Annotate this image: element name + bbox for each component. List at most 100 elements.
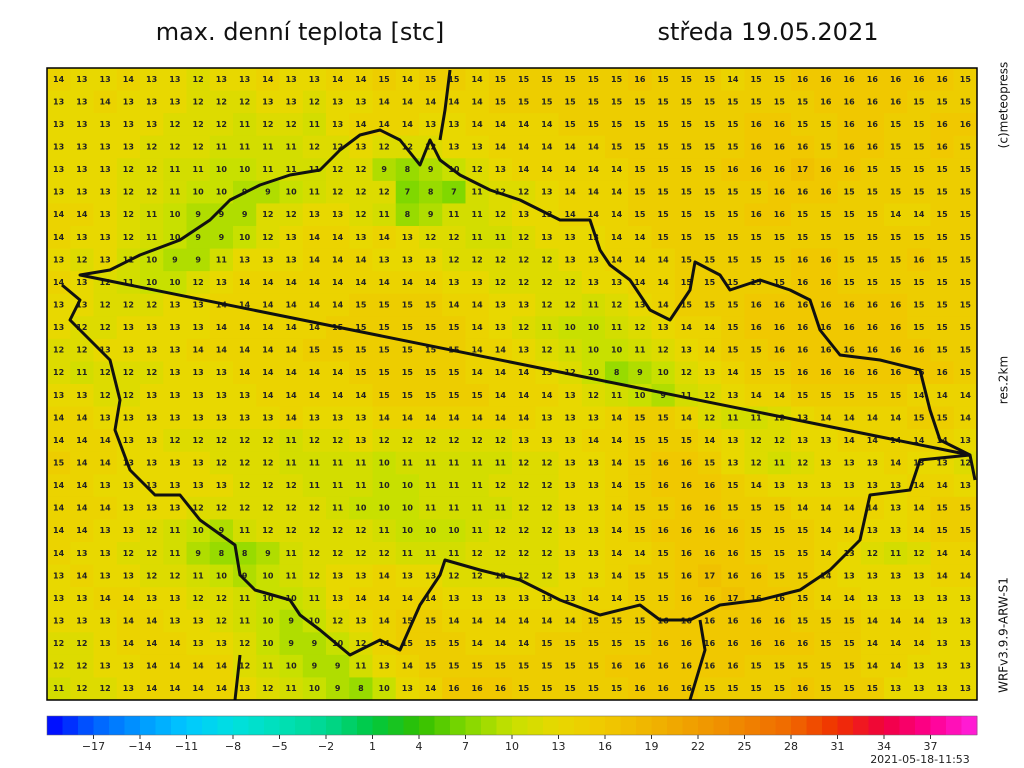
temperature-cell bbox=[419, 271, 443, 295]
temperature-value: 9 bbox=[335, 684, 341, 693]
temperature-value: 15 bbox=[867, 210, 879, 219]
temperature-cell bbox=[47, 384, 71, 408]
temperature-value: 13 bbox=[704, 368, 715, 377]
temperature-cell bbox=[349, 654, 373, 678]
temperature-value: 14 bbox=[844, 526, 856, 535]
temperature-value: 15 bbox=[727, 233, 739, 242]
temperature-value: 14 bbox=[913, 436, 925, 445]
temperature-value: 16 bbox=[774, 594, 786, 603]
temperature-cell bbox=[535, 90, 559, 114]
temperature-cell bbox=[558, 293, 583, 317]
temperature-cell bbox=[651, 384, 676, 408]
temperature-value: 14 bbox=[100, 459, 112, 468]
temperature-cell bbox=[651, 654, 676, 678]
temperature-cell bbox=[395, 519, 420, 543]
temperature-cell bbox=[93, 451, 118, 475]
temperature-cell bbox=[395, 406, 420, 430]
temperature-value: 12 bbox=[193, 278, 204, 287]
temperature-cell bbox=[767, 203, 792, 227]
temperature-value: 14 bbox=[541, 617, 553, 626]
temperature-value: 15 bbox=[518, 662, 530, 671]
temperature-value: 12 bbox=[541, 255, 552, 264]
temperature-value: 14 bbox=[913, 481, 925, 490]
temperature-cell bbox=[698, 68, 722, 92]
temperature-value: 12 bbox=[193, 143, 204, 152]
temperature-cell bbox=[884, 293, 908, 317]
temperature-value: 15 bbox=[355, 301, 367, 310]
temperature-value: 15 bbox=[797, 571, 809, 580]
temperature-value: 10 bbox=[379, 481, 391, 490]
temperature-cell bbox=[209, 542, 234, 566]
temperature-value: 14 bbox=[495, 143, 507, 152]
temperature-value: 10 bbox=[379, 684, 391, 693]
temperature-cell bbox=[93, 654, 118, 678]
temperature-value: 13 bbox=[355, 143, 366, 152]
temperature-cell bbox=[47, 135, 71, 159]
temperature-cell bbox=[535, 135, 559, 159]
temperature-cell bbox=[535, 451, 559, 475]
temperature-value: 13 bbox=[76, 233, 87, 242]
colorbar-swatch bbox=[946, 716, 962, 735]
temperature-value: 12 bbox=[518, 571, 529, 580]
temperature-value: 13 bbox=[913, 662, 924, 671]
temperature-cell bbox=[302, 361, 327, 385]
temperature-value: 12 bbox=[541, 459, 552, 468]
temperature-cell bbox=[930, 271, 955, 295]
temperature-value: 15 bbox=[774, 571, 786, 580]
temperature-cell bbox=[256, 248, 280, 272]
temperature-cell bbox=[70, 361, 94, 385]
temperature-cell bbox=[767, 654, 792, 678]
temperature-value: 15 bbox=[913, 120, 925, 129]
temperature-value: 16 bbox=[797, 301, 809, 310]
temperature-value: 15 bbox=[658, 549, 670, 558]
temperature-value: 14 bbox=[76, 413, 88, 422]
temperature-cell bbox=[326, 496, 350, 520]
temperature-value: 15 bbox=[751, 346, 763, 355]
temperature-cell bbox=[930, 542, 955, 566]
temperature-cell bbox=[140, 361, 164, 385]
temperature-value: 16 bbox=[704, 481, 716, 490]
temperature-value: 12 bbox=[588, 391, 599, 400]
temperature-value: 14 bbox=[448, 97, 460, 106]
temperature-cell bbox=[93, 587, 118, 611]
temperature-value: 13 bbox=[216, 278, 227, 287]
temperature-cell bbox=[349, 226, 373, 250]
temperature-value: 14 bbox=[867, 436, 879, 445]
temperature-cell bbox=[419, 654, 443, 678]
temperature-value: 11 bbox=[634, 346, 646, 355]
temperature-cell bbox=[651, 271, 676, 295]
temperature-value: 14 bbox=[890, 413, 902, 422]
temperature-value: 13 bbox=[100, 549, 111, 558]
temperature-cell bbox=[186, 248, 211, 272]
temperature-cell bbox=[651, 496, 676, 520]
temperature-cell bbox=[372, 361, 397, 385]
temperature-cell bbox=[814, 609, 838, 633]
temperature-cell bbox=[698, 271, 722, 295]
temperature-cell bbox=[395, 587, 420, 611]
temperature-value: 13 bbox=[53, 143, 64, 152]
temperature-value: 14 bbox=[472, 120, 484, 129]
temperature-cell bbox=[256, 135, 280, 159]
temperature-value: 14 bbox=[727, 368, 739, 377]
temperature-cell bbox=[163, 542, 187, 566]
temperature-cell bbox=[70, 338, 94, 362]
temperature-cell bbox=[744, 519, 769, 543]
temperature-value: 13 bbox=[123, 481, 134, 490]
temperature-cell bbox=[465, 632, 490, 656]
temperature-value: 14 bbox=[286, 323, 298, 332]
temperature-cell bbox=[884, 316, 908, 340]
temperature-value: 15 bbox=[751, 549, 763, 558]
temperature-cell bbox=[837, 226, 862, 250]
temperature-value: 13 bbox=[727, 459, 738, 468]
temperature-cell bbox=[256, 474, 280, 498]
temperature-cell bbox=[767, 113, 792, 137]
temperature-value: 13 bbox=[309, 210, 320, 219]
temperature-value: 13 bbox=[193, 368, 204, 377]
temperature-cell bbox=[465, 68, 490, 92]
temperature-value: 14 bbox=[472, 301, 484, 310]
temperature-cell bbox=[860, 113, 885, 137]
temperature-value: 12 bbox=[541, 504, 552, 513]
temperature-cell bbox=[302, 564, 327, 588]
temperature-cell bbox=[326, 113, 350, 137]
temperature-value: 15 bbox=[379, 323, 391, 332]
